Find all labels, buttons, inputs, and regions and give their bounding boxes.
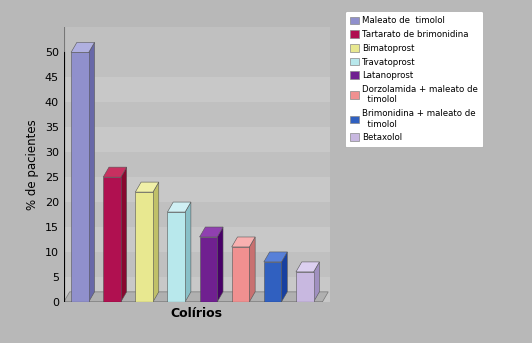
Polygon shape (185, 202, 191, 302)
Polygon shape (314, 262, 319, 302)
Bar (64, 152, 330, 177)
Polygon shape (296, 262, 319, 272)
Polygon shape (200, 227, 223, 237)
Bar (64, 277, 330, 302)
Polygon shape (264, 262, 281, 302)
X-axis label: Colírios: Colírios (171, 307, 223, 320)
Bar (64, 102, 330, 127)
Polygon shape (103, 177, 121, 302)
Polygon shape (232, 237, 255, 247)
Polygon shape (296, 272, 314, 302)
Polygon shape (217, 227, 223, 302)
Polygon shape (232, 247, 250, 302)
Polygon shape (71, 52, 89, 302)
Bar (64, 177, 330, 202)
Polygon shape (281, 252, 287, 302)
Bar (64, 127, 330, 152)
Polygon shape (168, 202, 191, 212)
Polygon shape (264, 252, 287, 262)
Polygon shape (168, 212, 185, 302)
Bar (64, 77, 330, 102)
Bar (64, 202, 330, 227)
Polygon shape (89, 43, 95, 302)
Polygon shape (200, 237, 217, 302)
Y-axis label: % de pacientes: % de pacientes (26, 119, 39, 210)
Polygon shape (135, 182, 159, 192)
Polygon shape (103, 167, 127, 177)
Polygon shape (250, 237, 255, 302)
Bar (64, 227, 330, 252)
Polygon shape (64, 292, 328, 302)
Polygon shape (121, 167, 127, 302)
Polygon shape (153, 182, 159, 302)
Legend: Maleato de  timolol, Tartarato de brimonidina, Bimatoprost, Travatoprost, Latano: Maleato de timolol, Tartarato de brimoni… (345, 11, 483, 147)
Polygon shape (71, 43, 95, 52)
Polygon shape (135, 192, 153, 302)
Bar (64, 252, 330, 277)
Bar (64, 52, 330, 77)
